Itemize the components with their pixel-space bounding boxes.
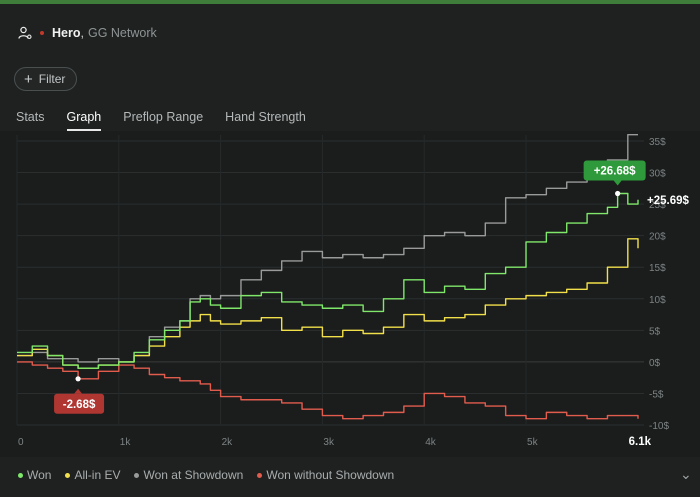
tab-stats[interactable]: Stats xyxy=(16,110,45,124)
x-tick-label: 4k xyxy=(425,437,437,448)
legend-label-won-without-showdown: Won without Showdown xyxy=(266,468,395,482)
network-name: GG Network xyxy=(87,26,157,40)
player-name[interactable]: Hero xyxy=(52,26,81,40)
tab-hand-strength[interactable]: Hand Strength xyxy=(225,110,306,124)
y-tick-label: 20$ xyxy=(649,232,666,243)
low-tooltip-arrow xyxy=(74,388,83,394)
x-tick-label: 3k xyxy=(323,437,335,448)
legend-dot-allin-ev xyxy=(65,472,71,478)
series-line-won xyxy=(17,192,639,369)
plus-icon: + xyxy=(24,70,33,88)
x-tick-label: 0 xyxy=(18,437,24,448)
low-tooltip-label: -2.68$ xyxy=(63,399,96,411)
y-tick-label: -10$ xyxy=(649,421,669,432)
chart-legend: Won All-in EV Won at Showdown Won withou… xyxy=(18,468,394,482)
y-tick-label: 0$ xyxy=(649,358,661,369)
peak-tooltip-arrow xyxy=(613,180,622,186)
y-tick-label: 30$ xyxy=(649,169,666,180)
low-marker xyxy=(75,376,81,382)
tab-preflop-range[interactable]: Preflop Range xyxy=(123,110,204,124)
legend-item-won-without-showdown[interactable]: Won without Showdown xyxy=(257,468,394,482)
legend-item-won-at-showdown[interactable]: Won at Showdown xyxy=(134,468,243,482)
player-header: Hero , GG Network xyxy=(18,26,157,40)
y-tick-label: 15$ xyxy=(649,263,666,274)
y-tick-label: 10$ xyxy=(649,295,666,306)
tab-bar: Stats Graph Preflop Range Hand Strength xyxy=(16,110,306,131)
legend-dot-won-without-showdown xyxy=(257,472,263,478)
profit-graph[interactable]: 35$ 30$ 25$ 20$ 15$ 10$ 5$ 0$ -5$ -10$ 0 1k 2k 3k 4k 5k… xyxy=(0,131,700,461)
chart-panel xyxy=(0,131,700,457)
y-tick-label: 25$ xyxy=(649,200,666,211)
tab-graph[interactable]: Graph xyxy=(66,110,102,131)
filter-button[interactable]: + Filter xyxy=(14,67,78,91)
x-tick-label: 5k xyxy=(527,437,539,448)
peak-marker xyxy=(615,190,621,197)
legend-label-won-at-showdown: Won at Showdown xyxy=(143,468,244,482)
x-tick-label: 1k xyxy=(120,437,132,448)
low-tooltip xyxy=(54,393,105,414)
legend-item-won[interactable]: Won xyxy=(18,468,51,482)
legend-item-allin-ev[interactable]: All-in EV xyxy=(65,468,120,482)
legend-dot-won xyxy=(18,472,23,478)
final-value-label: +25.69$ xyxy=(647,195,689,207)
y-tick-label: -5$ xyxy=(649,389,664,400)
status-dot xyxy=(40,31,44,35)
peak-tooltip-label: +26.68$ xyxy=(594,166,636,178)
legend-label-won: Won xyxy=(27,468,52,482)
player-separator: , xyxy=(80,26,84,40)
filter-label: Filter xyxy=(38,72,66,86)
legend-dot-won-at-showdown xyxy=(134,472,140,478)
x-end-label: 6.1k xyxy=(629,436,652,448)
chevron-down-icon[interactable]: ⌄ xyxy=(680,466,692,482)
user-settings-icon[interactable] xyxy=(18,26,32,40)
series-line-won-at-showdown xyxy=(17,133,638,363)
y-tick-label: 5$ xyxy=(649,326,661,337)
y-tick-label: 35$ xyxy=(649,137,666,148)
top-accent-bar xyxy=(0,0,700,4)
legend-label-allin-ev: All-in EV xyxy=(74,468,121,482)
x-tick-label: 2k xyxy=(222,437,234,448)
peak-tooltip xyxy=(583,160,646,181)
series-line-won-without-showdown xyxy=(17,361,639,420)
